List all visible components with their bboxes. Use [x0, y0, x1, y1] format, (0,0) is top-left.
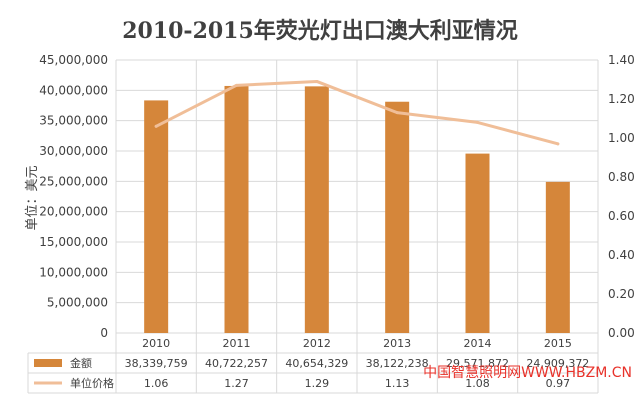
legend-label-amount: 金额	[70, 356, 92, 370]
data-label-unit-price: 1.08	[465, 377, 490, 390]
x-tick-label: 2011	[223, 337, 251, 350]
y-right-tick-label: 0.80	[608, 170, 635, 184]
legend-swatch-bar	[34, 359, 62, 367]
y-left-tick-label: 0	[100, 326, 108, 340]
bar	[144, 100, 169, 334]
data-table: 2010 2011 2012 2013 2014 2015 金额 38,339,759 40,7…	[27, 333, 599, 394]
line-point	[315, 79, 319, 83]
y-right-tick-label: 0.60	[608, 209, 635, 223]
data-label-unit-price: 1.06	[144, 377, 169, 390]
y-left-tick-label: 40,000,000	[39, 83, 108, 97]
y-left-tick-label: 10,000,000	[39, 265, 108, 279]
data-label-amount: 29,571,872	[446, 357, 509, 370]
y-right-tick-label: 0.40	[608, 248, 635, 262]
line-point	[235, 83, 238, 87]
y-left-tick-label: 15,000,000	[39, 235, 108, 249]
watermark-text: 中国智慧照明网WWW.HBZM.CN	[423, 365, 632, 381]
y-left-tick-label: 25,000,000	[39, 174, 108, 188]
line-point	[154, 124, 158, 128]
data-label-amount: 24,909,372	[526, 357, 589, 370]
y-right-tick-label: 0.00	[608, 326, 635, 340]
bar	[545, 181, 570, 333]
x-tick-label: 2010	[142, 337, 170, 350]
y-left-tick-label: 5,000,000	[47, 296, 108, 310]
line-point	[476, 120, 479, 124]
data-label-unit-price: 1.29	[305, 377, 330, 390]
x-tick-label: 2013	[383, 337, 411, 350]
bar	[304, 86, 329, 333]
y-right-tick-label: 0.20	[608, 287, 635, 301]
y-left-tick-label: 45,000,000	[39, 53, 108, 67]
y-left-tick-label: 35,000,000	[39, 114, 108, 128]
x-tick-label: 2012	[303, 337, 331, 350]
data-label-amount: 38,339,759	[125, 357, 188, 370]
y-right-tick-label: 1.40	[608, 53, 635, 67]
chart-title: 2010-2015年荧光灯出口澳大利亚情况	[122, 18, 518, 44]
y-axis-label: 单位：美元	[25, 165, 40, 230]
plot-area: 0 5,000,000 10,000,000 15,000,000 20,000,000…	[39, 53, 634, 340]
bar	[224, 85, 249, 334]
bar	[465, 153, 490, 333]
data-label-unit-price: 0.97	[546, 377, 571, 390]
x-tick-label: 2015	[544, 337, 572, 350]
y-right-tick-label: 1.00	[608, 131, 635, 145]
data-label-amount: 40,722,257	[205, 357, 268, 370]
y-left-tick-label: 30,000,000	[39, 144, 108, 158]
y-right-tick-label: 1.20	[608, 92, 635, 106]
y-left-tick-label: 20,000,000	[39, 205, 108, 219]
bar	[385, 101, 410, 333]
data-label-unit-price: 1.13	[385, 377, 410, 390]
line-point	[556, 142, 560, 146]
line-series-unit-price	[154, 79, 560, 146]
line-point	[395, 111, 399, 115]
legend-label-unit-price: 单位价格	[70, 376, 114, 390]
data-label-amount: 38,122,238	[366, 357, 429, 370]
x-tick-label: 2014	[464, 337, 492, 350]
data-label-unit-price: 1.27	[224, 377, 249, 390]
data-label-amount: 40,654,329	[285, 357, 348, 370]
